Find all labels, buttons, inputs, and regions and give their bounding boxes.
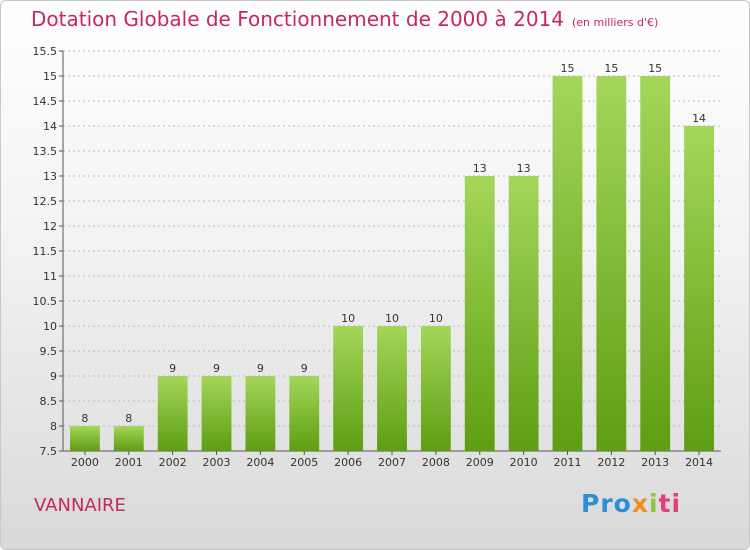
chart-title-text: Dotation Globale de Fonctionnement de 20…: [31, 7, 564, 31]
data-label-2003: 9: [213, 362, 220, 375]
y-tick-label: 15.5: [33, 45, 58, 58]
data-label-2013: 15: [648, 62, 662, 75]
bar-2009: [464, 176, 495, 451]
x-tick-label: 2001: [115, 456, 143, 469]
bar-2010: [508, 176, 539, 451]
y-tick-label: 11: [43, 270, 57, 283]
y-tick-label: 14: [43, 120, 57, 133]
bar-2000: [70, 426, 100, 451]
bar-2008: [420, 326, 451, 451]
data-label-2005: 9: [301, 362, 308, 375]
y-tick-label: 7.5: [40, 445, 58, 458]
bar-2002: [157, 376, 188, 451]
y-tick-label: 10: [43, 320, 57, 333]
chart-title: Dotation Globale de Fonctionnement de 20…: [31, 7, 658, 31]
axes: 7.5 8 8.5 9 9.5 10 10.5 11 11.5 12 12.5 13 13.5 14 14.…: [33, 45, 721, 469]
data-labels: 8 8 9 9 9 9 10 10 10 13 13 15 15 15 14: [81, 62, 706, 425]
bar-2013: [640, 76, 671, 451]
x-tick-label: 2013: [641, 456, 669, 469]
data-label-2006: 10: [341, 312, 355, 325]
data-label-2011: 15: [560, 62, 574, 75]
y-tick-label: 13: [43, 170, 57, 183]
commune-name: VANNAIRE: [34, 495, 126, 516]
x-tick-label: 2014: [685, 456, 713, 469]
y-tick-label: 15: [43, 70, 57, 83]
data-label-2001: 8: [125, 412, 132, 425]
proxiti-logo[interactable]: Proxiti: [581, 489, 681, 518]
y-tick-label: 8: [50, 420, 57, 433]
bars: [70, 76, 714, 451]
logo-part-3: i: [648, 489, 659, 518]
data-label-2014: 14: [692, 112, 706, 125]
x-tick-label: 2005: [290, 456, 318, 469]
y-tick-label: 13.5: [33, 145, 58, 158]
x-tick-label: 2009: [466, 456, 494, 469]
x-tick-label: 2006: [334, 456, 362, 469]
bar-2007: [377, 326, 407, 451]
y-tick-label: 12: [43, 220, 57, 233]
data-label-2000: 8: [81, 412, 88, 425]
data-label-2010: 13: [517, 162, 531, 175]
bar-2012: [596, 76, 627, 451]
data-label-2004: 9: [257, 362, 264, 375]
y-tick-label: 10.5: [33, 295, 58, 308]
x-tick-label: 2011: [553, 456, 581, 469]
x-tick-label: 2008: [422, 456, 450, 469]
data-label-2002: 9: [169, 362, 176, 375]
x-tick-label: 2010: [510, 456, 538, 469]
data-label-2008: 10: [429, 312, 443, 325]
logo-part-2: x: [631, 489, 649, 518]
bar-2011: [552, 76, 583, 451]
y-tick-label: 11.5: [33, 245, 58, 258]
y-tick-label: 12.5: [33, 195, 58, 208]
bar-2005: [289, 376, 320, 451]
x-tick-label: 2012: [597, 456, 625, 469]
logo-part-1: Pro: [581, 489, 632, 518]
bar-2014: [684, 126, 714, 451]
x-tick-label: 2002: [159, 456, 187, 469]
data-label-2009: 13: [473, 162, 487, 175]
bar-2003: [201, 376, 232, 451]
data-label-2007: 10: [385, 312, 399, 325]
bar-2006: [333, 326, 364, 451]
y-tick-label: 9: [50, 370, 57, 383]
x-tick-label: 2004: [246, 456, 274, 469]
chart-unit: (en milliers d'€): [572, 16, 659, 29]
y-tick-label: 14.5: [33, 95, 58, 108]
data-label-2012: 15: [604, 62, 618, 75]
y-tick-label: 8.5: [40, 395, 58, 408]
logo-part-4: ti: [658, 489, 682, 518]
y-tick-label: 9.5: [40, 345, 58, 358]
x-tick-label: 2000: [71, 456, 99, 469]
bar-2001: [113, 426, 144, 451]
bar-2004: [245, 376, 276, 451]
x-tick-label: 2003: [203, 456, 231, 469]
x-tick-label: 2007: [378, 456, 406, 469]
